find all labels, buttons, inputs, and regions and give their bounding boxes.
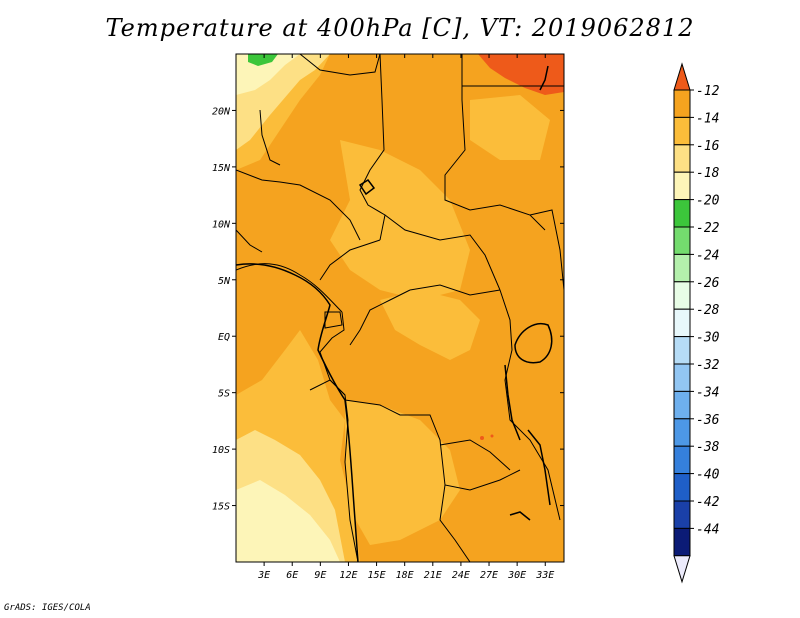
colorbar-box bbox=[673, 390, 691, 420]
colorbar-box bbox=[673, 253, 691, 283]
temp-fill-sahara-corner bbox=[236, 54, 300, 95]
temp-fill-angola-zambia bbox=[345, 400, 460, 545]
lon-tick-label: 12E bbox=[339, 570, 357, 581]
warm-spots bbox=[480, 434, 494, 440]
colorbar-box bbox=[673, 199, 691, 228]
colorbar-label: -42 bbox=[696, 495, 720, 510]
lon-tick-label: 21E bbox=[424, 570, 442, 581]
colorbar-label: -38 bbox=[696, 440, 720, 455]
lon-tick-label: 24E bbox=[452, 570, 470, 581]
colorbar-label: -16 bbox=[696, 139, 720, 154]
colorbar-label: -36 bbox=[696, 413, 720, 428]
colorbar: -12 -14 -16 -18 -20 -22 -24 -26 -28 -30 -32 -34 -36 -… bbox=[673, 62, 720, 584]
lat-tick-label: 15S bbox=[212, 502, 230, 513]
colorbar-box bbox=[673, 89, 691, 118]
lon-tick-label: 18E bbox=[396, 570, 414, 581]
lon-tick-label: 6E bbox=[286, 570, 298, 581]
lat-tick-label: 5N bbox=[218, 276, 231, 287]
footer-credit: GrADS: IGES/COLA bbox=[4, 603, 91, 613]
colorbar-box bbox=[673, 116, 691, 146]
colorbar-box bbox=[673, 445, 691, 475]
coastlines-lakes bbox=[236, 65, 553, 562]
temperature-map bbox=[236, 54, 564, 562]
lon-tick-label: 30E bbox=[507, 570, 526, 581]
colorbar-box bbox=[673, 527, 691, 557]
lat-tick-label: 10S bbox=[212, 445, 230, 456]
lon-tick-label: 33E bbox=[535, 570, 554, 581]
lat-tick-label: 5S bbox=[218, 389, 230, 400]
colorbar-label: -32 bbox=[696, 358, 720, 373]
colorbar-label: -40 bbox=[696, 468, 720, 483]
map-frame bbox=[235, 53, 565, 563]
temp-fill-atlantic-corner bbox=[236, 480, 340, 562]
colorbar-label: -34 bbox=[696, 385, 719, 400]
colorbar-arrow-top bbox=[673, 62, 691, 91]
colorbar-box bbox=[673, 473, 691, 502]
colorbar-box bbox=[673, 281, 691, 310]
colorbar-label: -24 bbox=[696, 248, 719, 263]
colorbar-label: -28 bbox=[696, 303, 720, 318]
lon-tick-label: 3E bbox=[257, 570, 270, 581]
colorbar-box bbox=[673, 171, 691, 201]
lat-tick-label: 20N bbox=[212, 106, 231, 117]
colorbar-arrow-bottom bbox=[673, 555, 691, 584]
colorbar-label: -44 bbox=[696, 522, 719, 537]
colorbar-box bbox=[673, 308, 691, 338]
colorbar-box bbox=[673, 418, 691, 447]
colorbar-box bbox=[673, 226, 691, 255]
colorbar-label: -30 bbox=[696, 331, 720, 346]
temp-fill-green-patch bbox=[248, 54, 278, 66]
map-title: Temperature at 400hPa [C], VT: 201906281… bbox=[105, 14, 695, 42]
lon-tick-label: 27E bbox=[480, 570, 498, 581]
lat-tick-label: EQ bbox=[218, 332, 230, 343]
colorbar-box bbox=[673, 500, 691, 529]
colorbar-label: -26 bbox=[696, 276, 720, 291]
colorbar-label: -12 bbox=[696, 84, 720, 99]
latitude-axis: 20N 15N 10N 5N EQ 5S 10S 15S bbox=[212, 106, 564, 513]
lon-tick-label: 15E bbox=[368, 570, 386, 581]
lon-tick-label: 9E bbox=[314, 570, 326, 581]
lat-tick-label: 10N bbox=[212, 219, 231, 230]
colorbar-label: -20 bbox=[696, 194, 720, 209]
colorbar-box bbox=[673, 336, 691, 365]
colorbar-label: -14 bbox=[696, 111, 719, 126]
longitude-axis: 3E 6E 9E 12E 15E 18E 21E 24E 27E 30E 33E bbox=[257, 54, 554, 581]
temp-fill-sudan-east bbox=[470, 95, 550, 160]
colorbar-box bbox=[673, 144, 691, 173]
colorbar-label: -18 bbox=[696, 166, 720, 181]
lat-tick-label: 15N bbox=[212, 163, 231, 174]
colorbar-box bbox=[673, 363, 691, 392]
colorbar-label: -22 bbox=[696, 221, 720, 236]
temp-fill-congo-basin bbox=[380, 290, 480, 360]
